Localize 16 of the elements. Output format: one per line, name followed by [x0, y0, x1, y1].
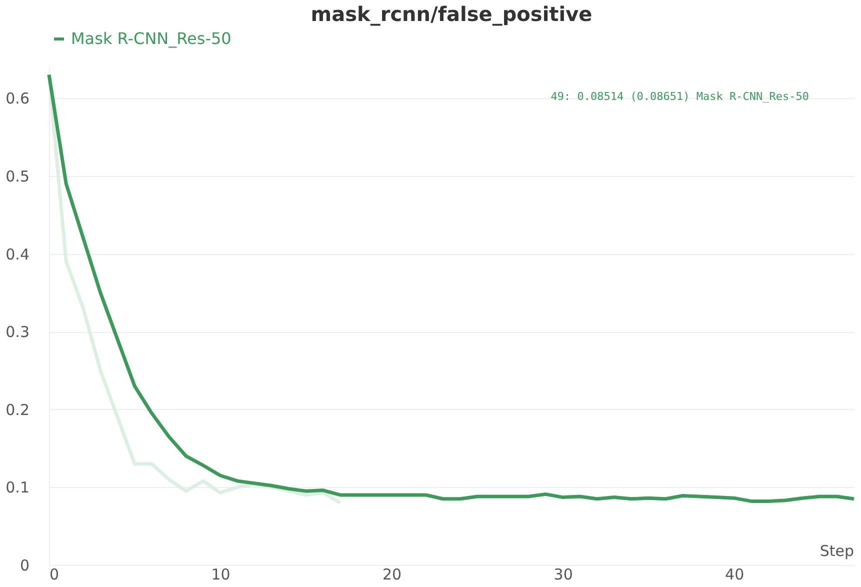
y-tick-label: 0.5 — [6, 167, 30, 186]
y-tick-label: 0.4 — [6, 245, 30, 264]
x-tick-label: 40 — [725, 566, 744, 584]
x-tick-label: 20 — [382, 566, 402, 584]
chart-title: mask_rcnn/false_positive — [310, 2, 592, 26]
annotation: 49: 0.08514 (0.08651) Mask R-CNN_Res-50 — [550, 90, 809, 103]
x-tick-label: 10 — [211, 566, 230, 584]
line-series — [47, 73, 856, 503]
y-tick-label: 0.3 — [6, 323, 30, 342]
x-tick-label: 0 — [50, 566, 60, 584]
x-tick-label: 30 — [554, 566, 573, 584]
y-tick-label: 0.6 — [6, 90, 30, 108]
x-axis-title: Step — [820, 542, 854, 560]
y-tick-label: 0.2 — [6, 400, 30, 419]
y-tick-label: 0.1 — [6, 478, 30, 497]
legend-label: Mask R-CNN_Res-50 — [71, 29, 232, 48]
